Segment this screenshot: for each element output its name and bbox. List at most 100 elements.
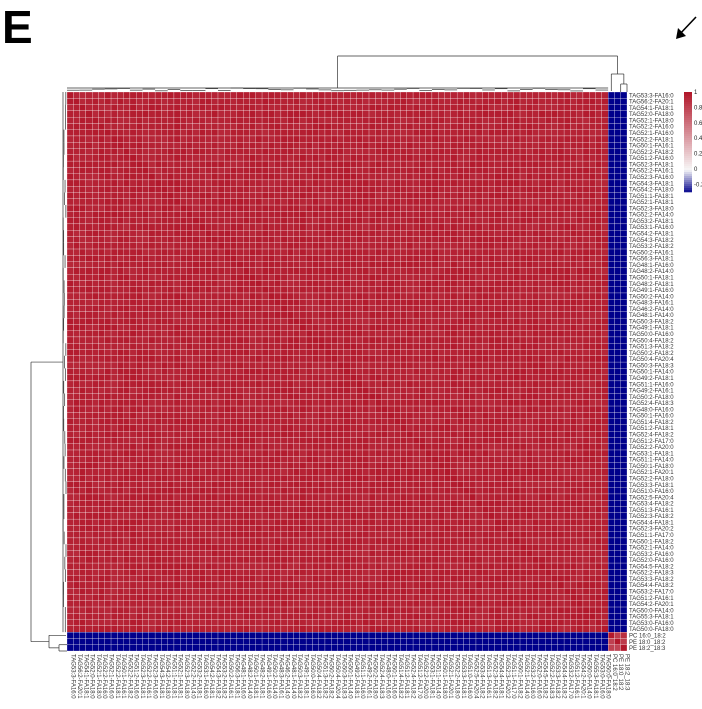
- heatmap-cell: [419, 136, 425, 142]
- heatmap-cell: [231, 318, 237, 324]
- heatmap-cell: [551, 318, 557, 324]
- heatmap-cell: [507, 419, 513, 425]
- heatmap-cell: [476, 180, 482, 186]
- heatmap-cell: [476, 412, 482, 418]
- heatmap-cell: [338, 255, 344, 261]
- heatmap-cell: [73, 343, 79, 349]
- heatmap-cell: [325, 192, 331, 198]
- heatmap-cell: [331, 368, 337, 374]
- heatmap-cell: [105, 155, 111, 161]
- heatmap-cell: [149, 287, 155, 293]
- heatmap-cell: [426, 186, 432, 192]
- heatmap-cell: [394, 337, 400, 343]
- heatmap-cell: [98, 174, 104, 180]
- heatmap-cell: [237, 337, 243, 343]
- heatmap-cell: [105, 299, 111, 305]
- heatmap-cell: [67, 180, 73, 186]
- heatmap-cell: [482, 211, 488, 217]
- heatmap-cell: [319, 211, 325, 217]
- heatmap-cell: [168, 255, 174, 261]
- heatmap-cell: [218, 375, 224, 381]
- heatmap-cell: [149, 142, 155, 148]
- heatmap-cell: [451, 174, 457, 180]
- heatmap-cell: [199, 368, 205, 374]
- heatmap-cell: [356, 400, 362, 406]
- heatmap-cell: [514, 393, 520, 399]
- heatmap-cell: [514, 111, 520, 117]
- heatmap-cell: [400, 199, 406, 205]
- heatmap-cell: [92, 274, 98, 280]
- heatmap-cell: [338, 243, 344, 249]
- heatmap-cell: [331, 306, 337, 312]
- heatmap-cell: [551, 111, 557, 117]
- heatmap-cell: [533, 111, 539, 117]
- heatmap-cell: [231, 406, 237, 412]
- heatmap-cell: [419, 149, 425, 155]
- heatmap-cell: [306, 400, 312, 406]
- heatmap-cell: [463, 218, 469, 224]
- heatmap-cell: [205, 211, 211, 217]
- heatmap-cell: [294, 174, 300, 180]
- heatmap-cell: [551, 192, 557, 198]
- heatmap-cell: [143, 381, 149, 387]
- heatmap-cell: [583, 230, 589, 236]
- heatmap-cell: [224, 236, 230, 242]
- heatmap-cell: [369, 111, 375, 117]
- heatmap-cell: [621, 356, 627, 362]
- heatmap-cell: [363, 92, 369, 98]
- heatmap-cell: [111, 243, 117, 249]
- heatmap-cell: [570, 105, 576, 111]
- heatmap-cell: [539, 350, 545, 356]
- heatmap-cell: [319, 180, 325, 186]
- heatmap-cell: [294, 149, 300, 155]
- heatmap-cell: [80, 136, 86, 142]
- heatmap-cell: [187, 117, 193, 123]
- heatmap-cell: [98, 280, 104, 286]
- heatmap-cell: [482, 224, 488, 230]
- heatmap-cell: [300, 362, 306, 368]
- heatmap-cell: [268, 337, 274, 343]
- heatmap-cell: [369, 255, 375, 261]
- heatmap-cell: [193, 425, 199, 431]
- heatmap-cell: [413, 218, 419, 224]
- heatmap-cell: [67, 186, 73, 192]
- heatmap-cell: [539, 199, 545, 205]
- heatmap-cell: [149, 161, 155, 167]
- heatmap-cell: [243, 105, 249, 111]
- heatmap-cell: [589, 136, 595, 142]
- heatmap-cell: [312, 268, 318, 274]
- heatmap-cell: [445, 393, 451, 399]
- heatmap-cell: [457, 192, 463, 198]
- heatmap-cell: [306, 161, 312, 167]
- heatmap-cell: [136, 318, 142, 324]
- heatmap-cell: [92, 98, 98, 104]
- heatmap-cell: [438, 180, 444, 186]
- heatmap-cell: [583, 249, 589, 255]
- heatmap-cell: [218, 218, 224, 224]
- heatmap-cell: [300, 123, 306, 129]
- heatmap-cell: [92, 92, 98, 98]
- heatmap-cell: [237, 161, 243, 167]
- heatmap-cell: [426, 130, 432, 136]
- heatmap-cell: [338, 130, 344, 136]
- heatmap-cell: [117, 425, 123, 431]
- heatmap-cell: [520, 419, 526, 425]
- heatmap-cell: [155, 111, 161, 117]
- heatmap-cell: [218, 243, 224, 249]
- heatmap-cell: [476, 167, 482, 173]
- heatmap-cell: [520, 142, 526, 148]
- heatmap-cell: [482, 312, 488, 318]
- heatmap-cell: [117, 117, 123, 123]
- heatmap-cell: [621, 400, 627, 406]
- heatmap-cell: [382, 130, 388, 136]
- heatmap-cell: [256, 180, 262, 186]
- heatmap-cell: [73, 199, 79, 205]
- heatmap-cell: [489, 249, 495, 255]
- heatmap-cell: [325, 437, 331, 443]
- heatmap-cell: [73, 437, 79, 443]
- heatmap-cell: [143, 262, 149, 268]
- heatmap-cell: [602, 318, 608, 324]
- heatmap-cell: [80, 375, 86, 381]
- heatmap-cell: [564, 312, 570, 318]
- heatmap-cell: [608, 218, 614, 224]
